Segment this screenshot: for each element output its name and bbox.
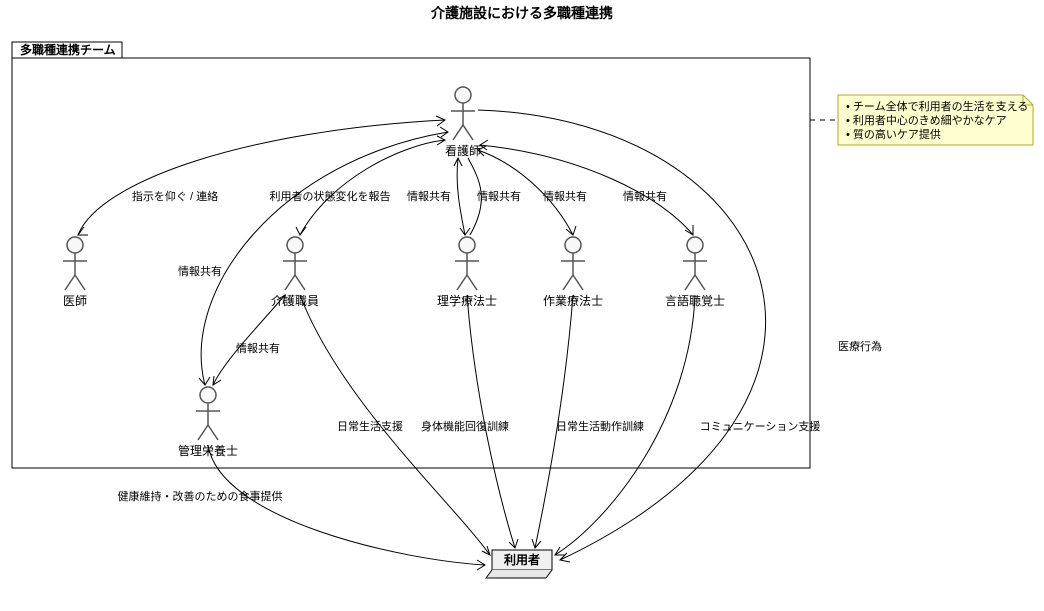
edge-dietitian-user: [208, 445, 485, 565]
edge-ot-user-label: 日常生活動作訓練: [556, 419, 644, 433]
edge-nurse-pt: [457, 158, 465, 235]
edge-nurse-ot-label: 情報共有: [543, 189, 587, 203]
edge-nurse-st-label: 情報共有: [623, 189, 667, 203]
boundary-label: 多職種連携チーム: [20, 42, 116, 57]
actor-doctor-label: 医師: [63, 294, 87, 308]
edge-caregiver-dietitian: [213, 295, 285, 385]
edge-nurse-doctor-label: 指示を仰ぐ / 連絡: [132, 189, 218, 203]
edge-caregiver-dietitian-label: 情報共有: [236, 341, 280, 355]
edge-nurse-caregiver-share-label: 情報共有: [477, 189, 521, 203]
note-line-1: • チーム全体で利用者の生活を支える: [846, 99, 1028, 113]
edge-caregiver-user-label: 日常生活支援: [337, 419, 403, 433]
edge-caregiver-nurse: [300, 140, 445, 235]
actor-nurse: 看護師: [445, 87, 481, 158]
note-line-2: • 利用者中心のきめ細やかなケア: [846, 114, 1007, 127]
actor-doctor: 医師: [63, 237, 87, 308]
diagram-canvas: 介護施設における多職種連携 多職種連携チーム • チーム全体で利用者の生活を支え…: [0, 0, 1044, 611]
team-boundary: 多職種連携チーム: [12, 42, 810, 468]
edge-st-user-label: コミュニケーション支援: [700, 419, 821, 433]
edge-caregiver-nurse-label: 利用者の状態変化を報告: [270, 189, 391, 203]
edge-nurse-pt-label: 情報共有: [407, 189, 451, 203]
edge-pt-user-label: 身体機能回復訓練: [421, 419, 509, 433]
user-rect: 利用者: [486, 550, 552, 578]
actor-caregiver-label: 介護職員: [271, 293, 319, 308]
edge-nurse-dietitian-label: 情報共有: [178, 264, 222, 278]
actor-caregiver: 介護職員: [271, 237, 319, 308]
edge-dietitian-user-label: 健康維持・改善のための食事提供: [118, 489, 283, 503]
note-box: • チーム全体で利用者の生活を支える • 利用者中心のきめ細やかなケア • 質の…: [838, 95, 1033, 145]
edge-nurse-doctor: [78, 120, 445, 235]
edge-nurse-user-label: 医療行為: [838, 339, 882, 353]
user-label: 利用者: [504, 552, 540, 567]
note-line-3: • 質の高いケア提供: [846, 127, 941, 141]
actor-nurse-label: 看護師: [445, 143, 481, 158]
page-title: 介護施設における多職種連携: [430, 5, 613, 21]
edge-nurse-user: [478, 110, 766, 560]
